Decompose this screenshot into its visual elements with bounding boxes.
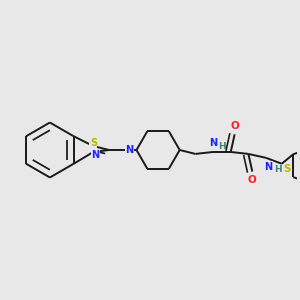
Text: N: N	[209, 138, 217, 148]
Text: H: H	[274, 165, 281, 174]
Text: N: N	[126, 145, 134, 155]
Text: S: S	[90, 138, 97, 148]
Text: H: H	[218, 142, 226, 151]
Text: O: O	[248, 176, 257, 185]
Text: N: N	[91, 150, 99, 160]
Text: O: O	[230, 122, 239, 131]
Text: N: N	[264, 162, 272, 172]
Text: S: S	[284, 164, 291, 174]
